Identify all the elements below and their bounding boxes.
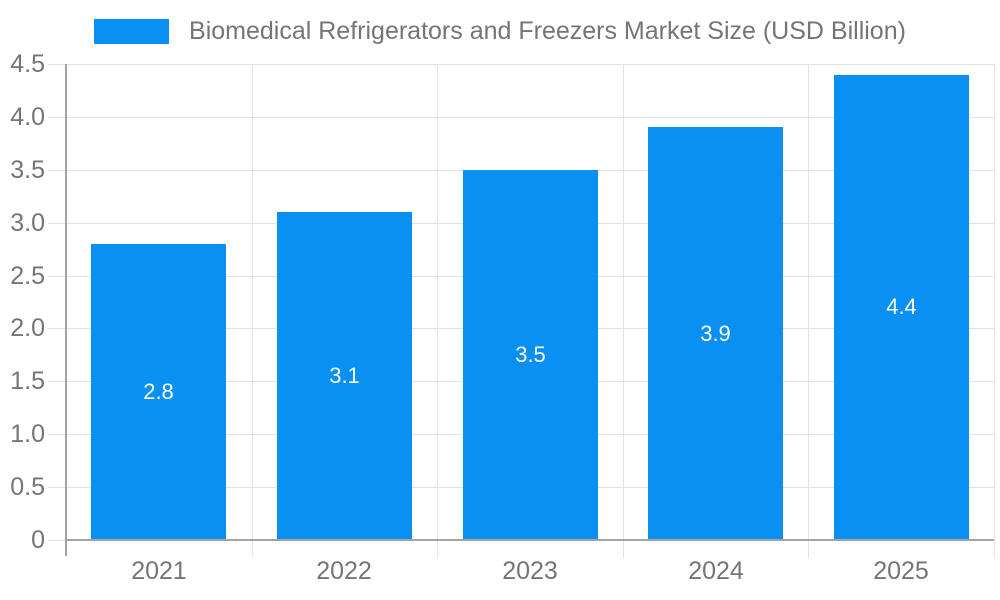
y-axis-tick [48, 540, 66, 541]
bar-value-label: 4.4 [886, 294, 917, 319]
x-axis-line [66, 539, 994, 541]
x-axis-tick [623, 540, 624, 558]
bar-2021 [91, 244, 226, 540]
y-axis-label: 2.0 [10, 314, 45, 342]
x-axis-label: 2025 [873, 557, 929, 585]
y-axis-tick [48, 381, 66, 382]
x-axis-tick [252, 540, 253, 558]
y-axis-tick [48, 223, 66, 224]
h-gridline [66, 64, 994, 65]
x-axis-tick [994, 540, 995, 558]
x-axis-tick [437, 540, 438, 558]
legend-swatch [94, 19, 170, 44]
bar-2024 [648, 127, 783, 540]
y-axis-label: 1.5 [10, 367, 45, 395]
h-gridline [66, 117, 994, 118]
y-axis-label: 4.0 [10, 103, 45, 131]
y-axis-label: 3.0 [10, 209, 45, 237]
y-axis-tick [48, 487, 66, 488]
bar-2022 [277, 212, 412, 540]
y-axis-line [65, 64, 67, 556]
v-gridline [994, 64, 995, 540]
chart-title: Biomedical Refrigerators and Freezers Ma… [189, 17, 906, 45]
y-axis-tick [48, 276, 66, 277]
y-axis-tick [48, 170, 66, 171]
x-axis-label: 2022 [316, 557, 372, 585]
y-axis-label: 3.5 [10, 156, 45, 184]
x-axis-tick [808, 540, 809, 558]
bar-value-label: 3.1 [329, 363, 360, 388]
x-axis-label: 2024 [688, 557, 744, 585]
y-axis-tick [48, 328, 66, 329]
v-gridline [808, 64, 809, 540]
bar-2025 [834, 75, 969, 540]
x-axis-label: 2021 [131, 557, 187, 585]
y-axis-label: 1.0 [10, 420, 45, 448]
v-gridline [252, 64, 253, 540]
y-axis-label: 0 [31, 526, 45, 554]
bar-value-label: 3.9 [700, 321, 731, 346]
bar-value-label: 3.5 [515, 342, 546, 367]
y-axis-label: 0.5 [10, 473, 45, 501]
x-axis-label: 2023 [502, 557, 558, 585]
v-gridline [437, 64, 438, 540]
bar-value-label: 2.8 [143, 379, 174, 404]
y-axis-label: 2.5 [10, 262, 45, 290]
y-axis-label: 4.5 [10, 50, 45, 78]
v-gridline [623, 64, 624, 540]
y-axis-tick [48, 434, 66, 435]
y-axis-tick [48, 117, 66, 118]
chart-legend: Biomedical Refrigerators and Freezers Ma… [0, 19, 1000, 44]
bar-2023 [463, 170, 598, 540]
y-axis-tick [48, 64, 66, 65]
